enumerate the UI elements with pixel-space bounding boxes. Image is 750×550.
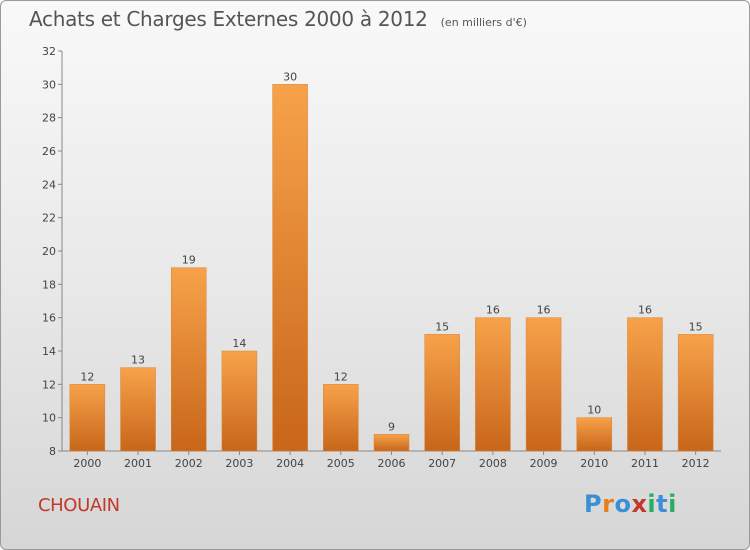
bar-2002 xyxy=(170,267,207,452)
bars xyxy=(69,84,714,452)
y-tick-label: 10 xyxy=(42,412,56,425)
y-tick-label: 28 xyxy=(42,112,56,125)
y-tick-label: 14 xyxy=(42,345,56,358)
x-tick-label-2011: 2011 xyxy=(631,457,659,470)
x-tick-label-2005: 2005 xyxy=(327,457,355,470)
bar-2005 xyxy=(323,384,359,452)
y-tick-label: 24 xyxy=(42,178,56,191)
logo-letter: o xyxy=(614,490,632,518)
data-label-2009: 16 xyxy=(537,304,551,317)
bar-2000 xyxy=(69,384,106,452)
bar-2009 xyxy=(525,317,562,452)
data-label-2004: 30 xyxy=(283,70,297,83)
data-label-2005: 12 xyxy=(334,370,348,383)
logo-letter: t xyxy=(656,490,669,518)
x-tick-label-2003: 2003 xyxy=(225,457,253,470)
bar-2011 xyxy=(627,317,663,452)
y-tick-label: 12 xyxy=(42,378,56,391)
data-label-2012: 15 xyxy=(689,320,703,333)
title-row: Achats et Charges Externes 2000 à 2012 (… xyxy=(29,7,527,31)
chart-title: Achats et Charges Externes 2000 à 2012 xyxy=(29,7,428,31)
x-tick-label-2008: 2008 xyxy=(479,457,507,470)
data-label-2001: 13 xyxy=(131,354,145,367)
x-tick-label-2012: 2012 xyxy=(682,457,710,470)
x-tick-label-2002: 2002 xyxy=(175,457,203,470)
y-tick-label: 30 xyxy=(42,78,56,91)
logo-letter: r xyxy=(602,490,615,518)
y-tick-label: 16 xyxy=(42,312,56,325)
y-tick-label: 8 xyxy=(49,445,56,458)
data-label-2008: 16 xyxy=(486,304,500,317)
bar-2006 xyxy=(373,434,410,452)
bar-2007 xyxy=(424,334,460,452)
commune-name: CHOUAIN xyxy=(38,495,120,516)
bar-2003 xyxy=(221,350,258,452)
data-label-2002: 19 xyxy=(182,254,196,267)
bar-2012 xyxy=(677,334,714,452)
proxiti-logo[interactable]: Proxiti xyxy=(584,490,677,518)
logo-letter: P xyxy=(584,490,603,518)
y-tick-label: 18 xyxy=(42,278,56,291)
y-tick-label: 22 xyxy=(42,212,56,225)
data-label-2007: 15 xyxy=(435,320,449,333)
logo-letter: i xyxy=(647,490,657,518)
data-label-2011: 16 xyxy=(638,304,652,317)
x-tick-label-2000: 2000 xyxy=(73,457,101,470)
data-label-2010: 10 xyxy=(587,404,601,417)
x-tick-label-2006: 2006 xyxy=(378,457,406,470)
bar-2008 xyxy=(475,317,511,452)
data-label-2000: 12 xyxy=(80,370,94,383)
y-tick-label: 26 xyxy=(42,145,56,158)
bar-2001 xyxy=(120,367,156,452)
logo-letter: x xyxy=(631,490,648,518)
x-tick-label-2010: 2010 xyxy=(580,457,608,470)
data-label-2006: 9 xyxy=(388,420,395,433)
labels: 12 2000 13 2001 19 2002 14 2003 30 2004 12 2005 9 200… xyxy=(73,70,709,470)
data-label-2003: 14 xyxy=(232,337,246,350)
bar-2010 xyxy=(576,417,613,452)
x-tick-label-2004: 2004 xyxy=(276,457,304,470)
y-tick-label: 20 xyxy=(42,245,56,258)
x-tick-label-2007: 2007 xyxy=(428,457,456,470)
logo-letter: i xyxy=(668,490,677,518)
chart-subtitle: (en milliers d'€) xyxy=(440,16,527,29)
bar-2004 xyxy=(272,84,308,452)
y-tick-label: 32 xyxy=(42,45,56,58)
x-tick-label-2009: 2009 xyxy=(530,457,558,470)
x-tick-label-2001: 2001 xyxy=(124,457,152,470)
